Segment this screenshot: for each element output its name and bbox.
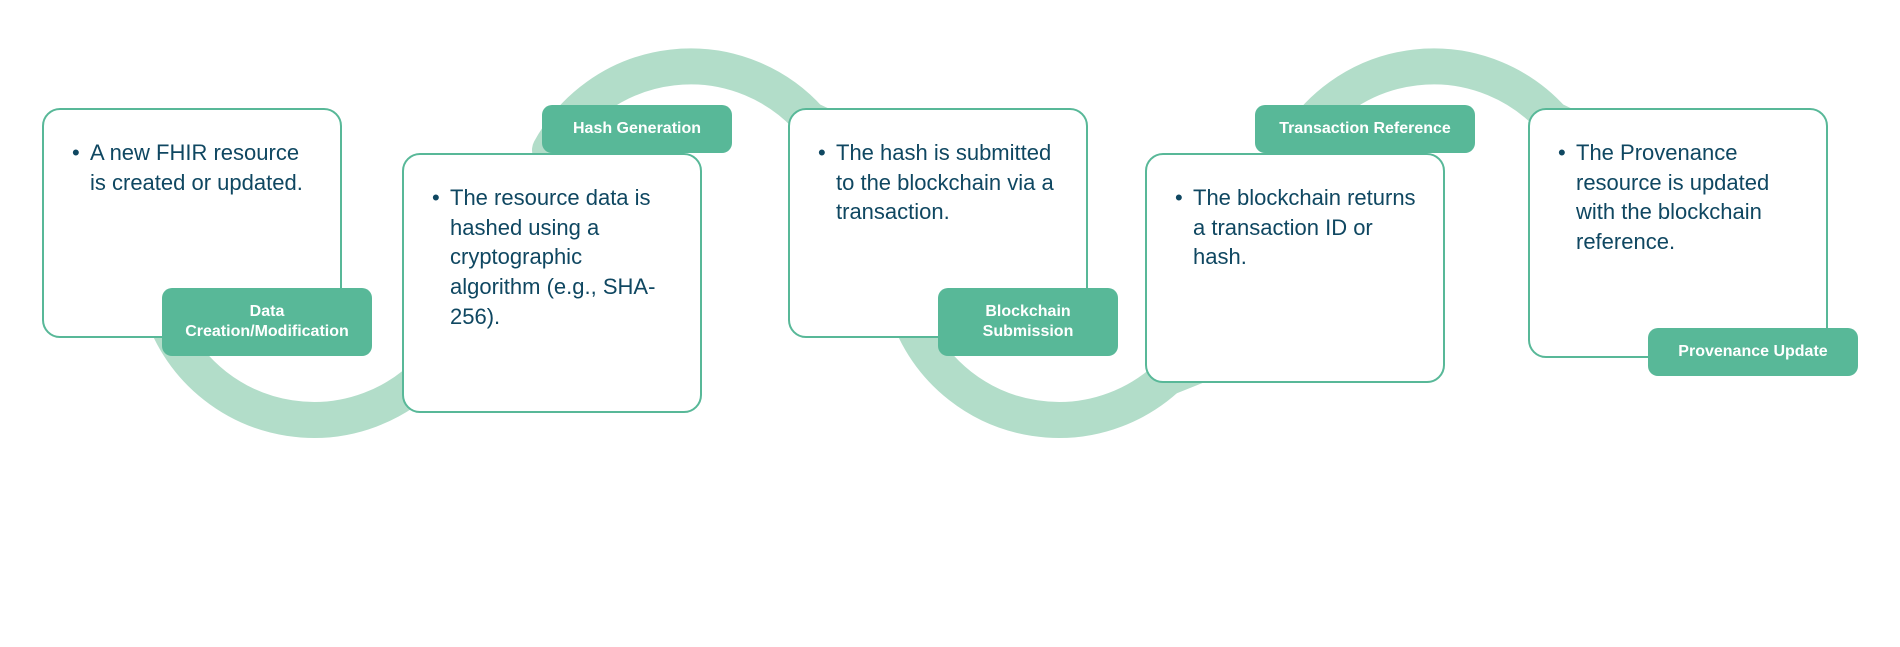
step-title: Hash Generation: [542, 105, 732, 153]
step-text: The hash is submitted to the blockchain …: [818, 138, 1062, 227]
step-content-box: The blockchain returns a transaction ID …: [1145, 153, 1445, 383]
step-title: Provenance Update: [1648, 328, 1858, 376]
step-transaction-reference: Transaction Reference The blockchain ret…: [1145, 153, 1445, 383]
step-hash-generation: Hash Generation The resource data is has…: [402, 153, 702, 413]
step-text: A new FHIR resource is created or update…: [72, 138, 316, 197]
step-title: Data Creation/Modification: [162, 288, 372, 356]
step-title: Transaction Reference: [1255, 105, 1475, 153]
step-text: The Provenance resource is updated with …: [1558, 138, 1802, 257]
step-text: The blockchain returns a transaction ID …: [1175, 183, 1419, 272]
step-content-box: The Provenance resource is updated with …: [1528, 108, 1828, 358]
step-text: The resource data is hashed using a cryp…: [432, 183, 676, 331]
step-blockchain-submission: The hash is submitted to the blockchain …: [788, 108, 1088, 338]
step-provenance-update: The Provenance resource is updated with …: [1528, 108, 1828, 358]
step-data-creation: A new FHIR resource is created or update…: [42, 108, 342, 338]
step-content-box: The resource data is hashed using a cryp…: [402, 153, 702, 413]
step-title: Blockchain Submission: [938, 288, 1118, 356]
